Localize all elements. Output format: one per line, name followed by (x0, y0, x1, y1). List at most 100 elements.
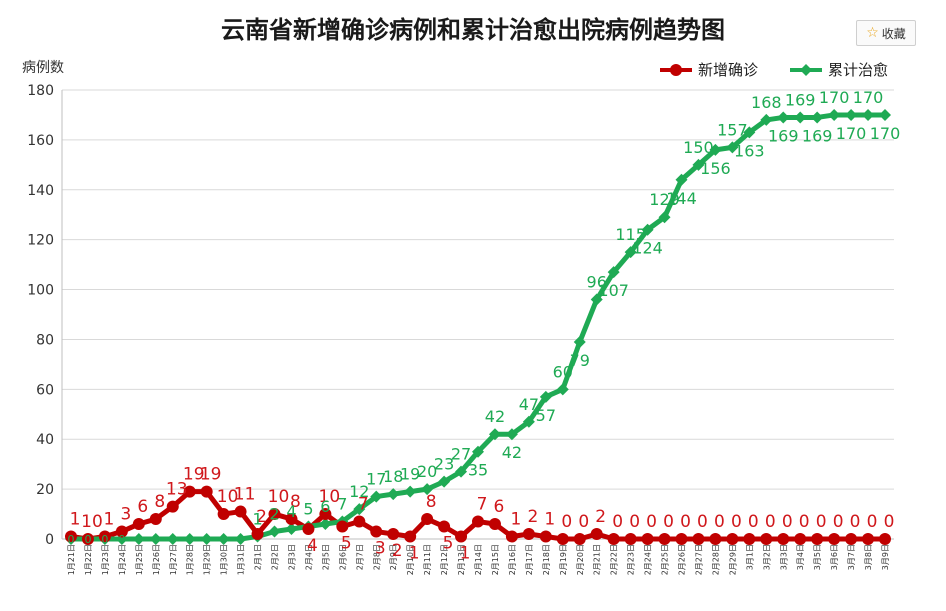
y-tick-label: 60 (36, 382, 54, 398)
cum-point (556, 383, 569, 396)
new-point (98, 530, 111, 543)
new-point (794, 533, 807, 545)
new-data-label: 1 (460, 544, 471, 564)
x-tick-label: 2月9日 (389, 544, 398, 570)
x-tick-label: 2月22日 (610, 544, 619, 575)
x-tick-label: 1月23日 (101, 544, 110, 575)
new-point (624, 533, 637, 545)
x-tick-label: 2月4日 (304, 544, 313, 570)
cum-data-label: 19 (400, 465, 420, 484)
cum-data-label: 0 (203, 533, 210, 546)
cum-point (760, 113, 773, 126)
new-data-label: 0 (850, 512, 861, 532)
x-tick-label: 1月29日 (203, 544, 212, 575)
new-data-label: 0 (714, 512, 725, 532)
x-tick-label: 2月1日 (254, 544, 263, 570)
x-tick-label: 3月5日 (813, 544, 822, 570)
legend-new-marker (670, 64, 682, 76)
new-data-label: 0 (731, 512, 742, 532)
cum-data-label: 35 (468, 461, 488, 480)
cum-data-label: 124 (632, 239, 663, 258)
new-data-label: 10 (217, 487, 239, 507)
cum-point (624, 246, 637, 259)
cum-data-label: 20 (417, 462, 437, 481)
new-point (149, 513, 162, 526)
y-tick-label: 100 (27, 283, 54, 299)
new-point (268, 508, 281, 521)
favorite-label: 收藏 (881, 26, 906, 41)
cum-data-label: 42 (502, 443, 522, 462)
new-data-label: 0 (816, 512, 827, 532)
cum-point (573, 335, 586, 348)
cum-point (522, 415, 535, 428)
x-tick-label: 1月26日 (152, 544, 161, 575)
cum-data-label: 27 (451, 445, 471, 464)
new-point (251, 528, 264, 541)
cum-point (607, 266, 620, 279)
cum-data-label: 169 (785, 90, 816, 109)
x-tick-label: 3月1日 (745, 544, 754, 570)
cum-point (234, 533, 247, 545)
new-point (353, 515, 366, 528)
cum-point (217, 533, 230, 545)
cum-data-label: 115 (615, 225, 646, 244)
new-data-label: 2 (392, 541, 403, 561)
new-point (200, 485, 213, 498)
cum-data-label: 12 (349, 482, 369, 501)
y-tick-label: 160 (27, 133, 54, 149)
cum-point (777, 111, 790, 124)
cum-point (539, 390, 552, 403)
new-point (743, 533, 756, 545)
y-tick-label: 20 (36, 482, 54, 498)
new-data-label: 0 (646, 512, 657, 532)
new-data-label: 19 (200, 465, 222, 485)
y-tick-label: 80 (36, 332, 54, 348)
new-data-label: 0 (884, 512, 895, 532)
cum-point (505, 428, 518, 441)
new-data-label: 8 (154, 492, 165, 512)
y-tick-label: 140 (27, 183, 54, 199)
favorite-button[interactable]: ☆ 收藏 (856, 20, 916, 46)
new-point (573, 533, 586, 545)
new-data-label: 0 (612, 512, 623, 532)
cum-data-label: 0 (237, 533, 244, 546)
x-tick-label: 2月10日 (406, 544, 415, 575)
cum-data-label: 129 (649, 190, 680, 209)
cum-point (319, 518, 332, 531)
cum-point (641, 223, 654, 236)
x-tick-label: 2月16日 (508, 544, 517, 575)
y-tick-label: 180 (27, 83, 54, 99)
new-point (81, 533, 94, 545)
cum-point (488, 428, 501, 441)
x-tick-label: 1月22日 (84, 544, 93, 575)
cum-point (285, 523, 298, 536)
new-data-label: 4 (307, 536, 318, 556)
new-data-label: 5 (341, 534, 352, 554)
cum-point (879, 108, 891, 121)
cum-data-label: 0 (101, 533, 108, 546)
cum-point (709, 143, 722, 156)
legend-cum-label: 累计治愈 (828, 61, 888, 79)
new-point (692, 533, 705, 545)
y-tick-label: 0 (45, 532, 54, 548)
cum-data-label: 4 (286, 502, 296, 521)
new-point (760, 533, 773, 545)
cum-data-label: 170 (819, 88, 850, 107)
cum-data-label: 170 (853, 88, 884, 107)
y-tick-label: 120 (27, 233, 54, 249)
cum-data-label: 169 (802, 126, 833, 145)
x-tick-label: 2月28日 (711, 544, 720, 575)
cum-point (828, 108, 841, 121)
new-data-label: 2 (256, 507, 267, 527)
new-point (879, 533, 891, 545)
cum-data-label: 169 (768, 126, 799, 145)
new-point (115, 525, 128, 538)
new-data-label: 0 (578, 512, 589, 532)
new-point (658, 533, 671, 545)
cum-data-label: 79 (570, 351, 590, 370)
cum-data-label: 42 (485, 407, 505, 426)
new-point (404, 530, 417, 543)
cum-point (149, 533, 162, 545)
